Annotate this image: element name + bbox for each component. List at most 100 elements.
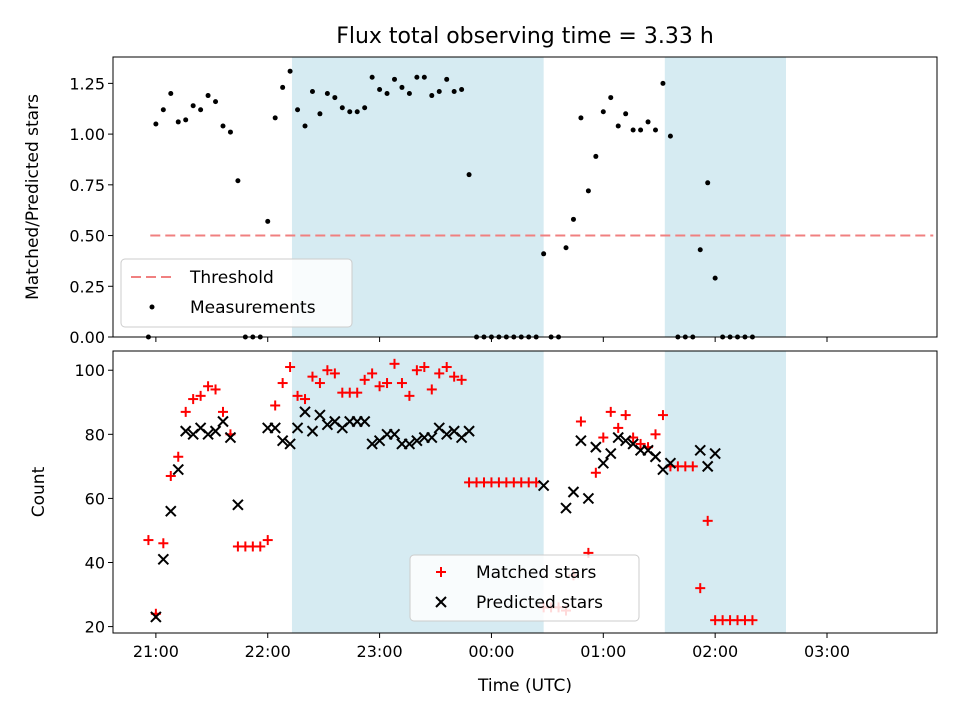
measurement-point — [429, 93, 435, 99]
bottom-plot-frame — [112, 350, 938, 634]
matched-star-point — [285, 362, 296, 373]
y-tick-label: 20 — [85, 618, 105, 637]
measurement-point — [451, 88, 457, 94]
matched-star-point — [277, 378, 288, 389]
matched-star-point — [322, 365, 333, 376]
predicted-star-point — [388, 428, 401, 441]
matched-star-point — [747, 615, 758, 626]
measurement-point — [660, 80, 666, 86]
predicted-star-point — [314, 409, 326, 421]
predicted-star-point — [403, 438, 416, 450]
predicted-star-point — [291, 422, 304, 434]
matched-star-point — [195, 390, 206, 401]
matched-star-point — [217, 406, 228, 417]
matched-star-point — [605, 406, 616, 417]
measurement-point — [324, 91, 330, 97]
y-tick-label: 0.25 — [69, 277, 105, 296]
top-measurement-points — [145, 68, 755, 340]
measurement-point — [153, 121, 159, 127]
measurement-point — [272, 115, 278, 121]
top-shaded-intervals — [291, 57, 786, 337]
top-x-ticks — [155, 337, 828, 342]
bottom-x-ticks: 21:00 22:00 23:00 00:00 01:00 02:00 03:00 — [133, 633, 850, 661]
matched-star-point — [426, 384, 437, 395]
x-tick-label: 03:00 — [804, 642, 850, 661]
predicted-star-point — [590, 441, 602, 453]
predicted-star-point — [664, 457, 677, 469]
measurement-point — [377, 86, 383, 92]
measurement-point — [205, 93, 211, 99]
matched-star-point — [441, 362, 452, 373]
measurement-point — [705, 180, 711, 186]
predicted-star-point — [299, 406, 311, 418]
matched-star-point — [657, 410, 668, 421]
predicted-star-point — [709, 447, 721, 460]
predicted-star-point — [619, 435, 632, 447]
matched-star-point — [456, 374, 467, 385]
predicted-star-point — [537, 479, 550, 492]
measurement-point — [354, 109, 360, 115]
predicted-star-point — [202, 428, 214, 441]
y-tick-label: 0.00 — [69, 328, 105, 347]
measurement-point — [638, 127, 644, 133]
matched-star-point — [352, 387, 363, 398]
measurement-point — [406, 91, 412, 97]
measurement-point — [436, 88, 442, 94]
measurement-point — [712, 275, 718, 281]
predicted-star-point — [157, 553, 170, 566]
measurement-point — [623, 111, 629, 117]
measurement-point — [414, 74, 420, 80]
x-tick-label: 22:00 — [245, 642, 291, 661]
matched-star-point — [255, 541, 266, 552]
y-tick-label: 100 — [74, 361, 105, 380]
measurement-point — [399, 84, 405, 90]
measurement-point — [175, 119, 181, 125]
predicted-star-point — [224, 431, 237, 444]
predicted-star-point — [701, 460, 714, 473]
matched-star-point — [687, 461, 698, 472]
matched-star-point — [359, 374, 370, 385]
top-panel: 0.00 0.25 0.50 0.75 1.00 1.25 Matched/Predict… — [23, 56, 938, 347]
measurement-point — [578, 115, 584, 121]
matched-star-point — [635, 438, 646, 449]
measurement-point — [570, 216, 576, 222]
predicted-star-point — [358, 415, 371, 428]
matched-star-point — [396, 378, 407, 389]
shaded-interval-1 — [664, 351, 786, 633]
measurement-point — [563, 245, 569, 251]
predicted-star-point — [321, 418, 334, 431]
matched-star-point — [270, 400, 281, 411]
matched-star-point — [620, 410, 631, 421]
legend-matched-label: Matched stars — [476, 563, 596, 583]
measurement-point — [600, 109, 606, 115]
shaded-interval-1 — [664, 57, 786, 337]
top-plot-frame — [112, 56, 938, 338]
predicted-star-point — [232, 499, 244, 511]
measurement-point — [213, 99, 219, 105]
predicted-star-point — [694, 444, 706, 457]
predicted-stars-points — [150, 406, 721, 623]
measurement-point — [347, 109, 353, 115]
matched-star-point — [702, 515, 713, 526]
chart-title: Flux total observing time = 3.33 h — [336, 24, 714, 49]
matched-star-point — [203, 381, 214, 392]
predicted-star-point — [582, 492, 595, 505]
measurement-point — [220, 123, 226, 129]
matched-star-point — [419, 362, 430, 373]
matched-star-point — [575, 416, 586, 427]
predicted-star-point — [179, 425, 192, 437]
measurement-point — [645, 119, 651, 125]
measurement-point — [697, 247, 703, 253]
matched-star-point — [173, 451, 184, 462]
matched-star-point — [292, 390, 303, 401]
y-tick-label: 40 — [85, 554, 105, 573]
measurement-point — [332, 95, 338, 101]
predicted-star-point — [276, 435, 289, 447]
bottom-y-ticks: 20 40 60 80 100 — [74, 361, 113, 637]
predicted-star-point — [440, 428, 453, 441]
matched-star-point — [307, 371, 318, 382]
measurement-point — [608, 95, 614, 101]
matched-star-point — [650, 429, 661, 440]
measurement-point — [309, 88, 315, 94]
